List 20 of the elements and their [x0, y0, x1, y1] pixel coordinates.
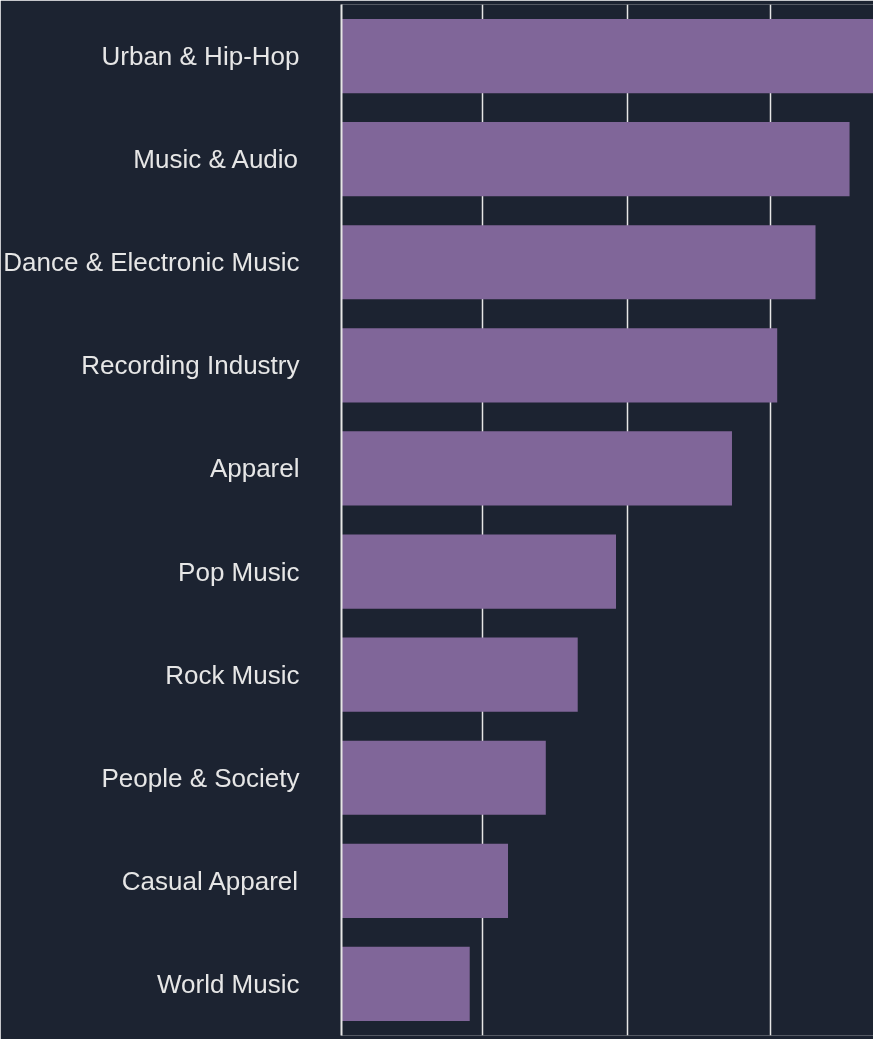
bar	[341, 431, 732, 506]
bar	[341, 225, 816, 300]
y-tick-label: Urban & Hip-Hop	[101, 41, 300, 72]
bar	[341, 946, 470, 1022]
y-tick-label: Casual Apparel	[121, 865, 299, 896]
y-tick-label: Dance & Electronic Music	[3, 247, 300, 278]
y-tick-label: Pop Music	[178, 556, 300, 587]
y-tick-label: World Music	[156, 968, 300, 999]
bar	[341, 843, 509, 918]
bar	[341, 534, 617, 609]
bar	[341, 18, 873, 94]
y-tick-label: Music & Audio	[133, 144, 299, 175]
bar	[341, 122, 850, 197]
y-tick-label: Rock Music	[165, 659, 300, 690]
y-tick-label: Recording Industry	[81, 350, 300, 381]
bar	[341, 328, 778, 403]
bar	[341, 740, 546, 815]
y-tick-label: People & Society	[101, 762, 300, 793]
bar	[341, 637, 578, 712]
y-tick-label: Apparel	[209, 453, 300, 484]
